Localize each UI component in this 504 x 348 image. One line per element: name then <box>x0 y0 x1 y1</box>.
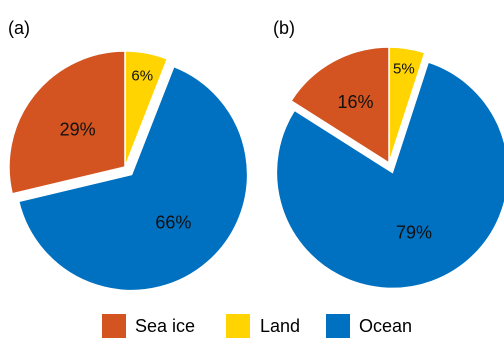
panel-label-a: (a) <box>8 18 30 38</box>
data-label-land: 5% <box>393 61 415 78</box>
panel-label-b: (b) <box>273 18 295 38</box>
data-label-ocean: 66% <box>155 213 191 233</box>
pie-chart-a: 6% 66% 29% <box>8 50 249 292</box>
legend-label-sea-ice: Sea ice <box>135 316 195 336</box>
legend-swatch-land <box>226 314 250 338</box>
data-label-sea-ice: 29% <box>60 120 96 140</box>
legend: Sea ice Land Ocean <box>102 314 412 338</box>
pie-slice-ocean <box>17 65 249 292</box>
pie-chart-b: 5% 79% 16% <box>275 46 504 290</box>
legend-swatch-sea-ice <box>102 314 126 338</box>
legend-label-land: Land <box>260 316 300 336</box>
data-label-sea-ice: 16% <box>337 92 373 112</box>
legend-swatch-ocean <box>326 314 350 338</box>
pie-slice-sea-ice <box>8 50 126 195</box>
legend-label-ocean: Ocean <box>359 316 412 336</box>
data-label-land: 6% <box>131 67 153 84</box>
data-label-ocean: 79% <box>396 222 432 242</box>
pie-slice-sea-ice <box>290 46 390 165</box>
pie-slice-ocean <box>275 61 504 290</box>
